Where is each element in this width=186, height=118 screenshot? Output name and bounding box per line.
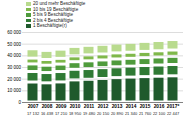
svg-text:2012: 2012 bbox=[98, 104, 109, 109]
svg-text:2009: 2009 bbox=[56, 104, 67, 109]
svg-text:17 132: 17 132 bbox=[27, 111, 40, 116]
svg-text:2007: 2007 bbox=[28, 104, 39, 109]
svg-text:22 100: 22 100 bbox=[153, 111, 166, 116]
html-text:20 und mehr Beschäftigte: 20 und mehr Beschäftigte bbox=[33, 1, 86, 6]
svg-text:2011: 2011 bbox=[84, 104, 95, 109]
html-text:10 bis 19 Beschäftigte: 10 bis 19 Beschäftigte bbox=[33, 6, 79, 12]
svg-text:19 480: 19 480 bbox=[83, 111, 96, 116]
svg-text:0: 0 bbox=[18, 100, 21, 105]
svg-text:30 000: 30 000 bbox=[7, 65, 21, 70]
svg-text:40 000: 40 000 bbox=[7, 53, 21, 58]
svg-text:50 000: 50 000 bbox=[7, 42, 21, 47]
svg-text:2010: 2010 bbox=[70, 104, 81, 109]
svg-text:17 210: 17 210 bbox=[55, 111, 68, 116]
svg-text:2014: 2014 bbox=[126, 104, 137, 109]
svg-text:20 150: 20 150 bbox=[97, 111, 110, 116]
svg-text:20 890: 20 890 bbox=[111, 111, 124, 116]
svg-text:20 000: 20 000 bbox=[7, 77, 21, 82]
html-text:2 bis 4 Beschäftigte: 2 bis 4 Beschäftigte bbox=[33, 17, 74, 23]
svg-text:2015: 2015 bbox=[140, 104, 151, 109]
svg-text:18 950: 18 950 bbox=[69, 111, 82, 116]
svg-text:2017*: 2017* bbox=[167, 104, 180, 109]
svg-text:2008: 2008 bbox=[42, 104, 53, 109]
svg-text:10 000: 10 000 bbox=[7, 88, 21, 93]
html-text:1 Beschäftigte(r): 1 Beschäftigte(r) bbox=[33, 23, 67, 28]
svg-text:2016: 2016 bbox=[154, 104, 165, 109]
svg-text:22 447: 22 447 bbox=[167, 111, 180, 116]
svg-text:60 000: 60 000 bbox=[7, 30, 21, 35]
svg-text:21 340: 21 340 bbox=[125, 111, 138, 116]
svg-text:21 760: 21 760 bbox=[139, 111, 152, 116]
svg-text:2013: 2013 bbox=[112, 104, 123, 109]
html-text:5 bis 9 Beschäftigte: 5 bis 9 Beschäftigte bbox=[33, 12, 74, 17]
svg-text:16 438: 16 438 bbox=[41, 111, 54, 116]
